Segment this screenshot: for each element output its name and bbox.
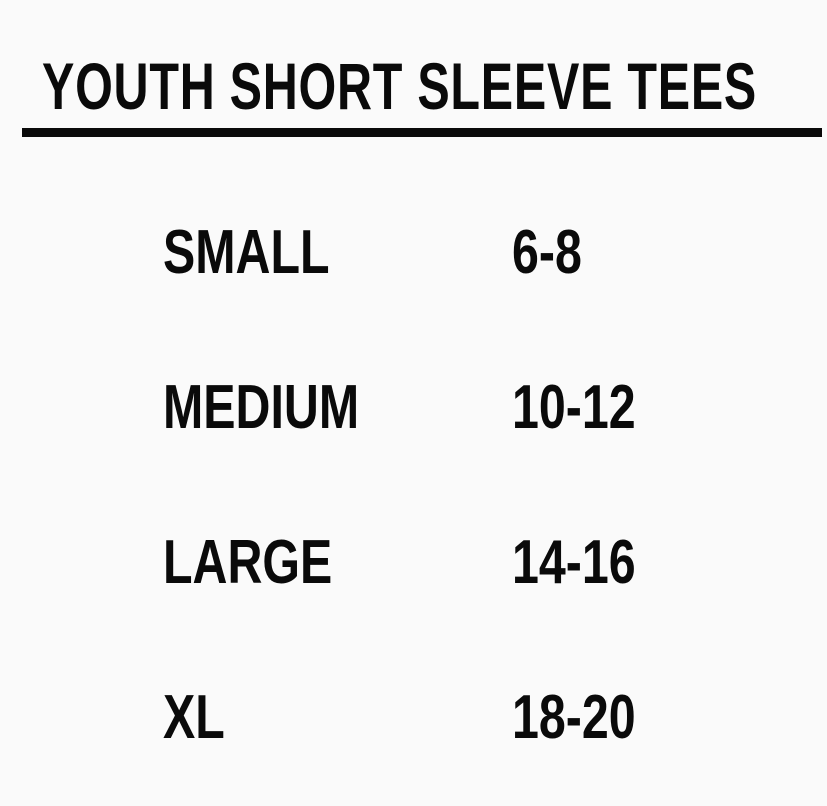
size-label: MEDIUM — [163, 373, 360, 442]
page-title: YOUTH SHORT SLEEVE TEES — [42, 49, 758, 123]
size-range: 6-8 — [512, 218, 582, 287]
size-label: LARGE — [163, 528, 333, 597]
size-range: 18-20 — [512, 683, 636, 752]
size-label: SMALL — [163, 218, 330, 287]
size-range: 10-12 — [512, 373, 636, 442]
size-label: XL — [163, 683, 225, 752]
size-range: 14-16 — [512, 528, 636, 597]
title-divider — [22, 128, 822, 137]
